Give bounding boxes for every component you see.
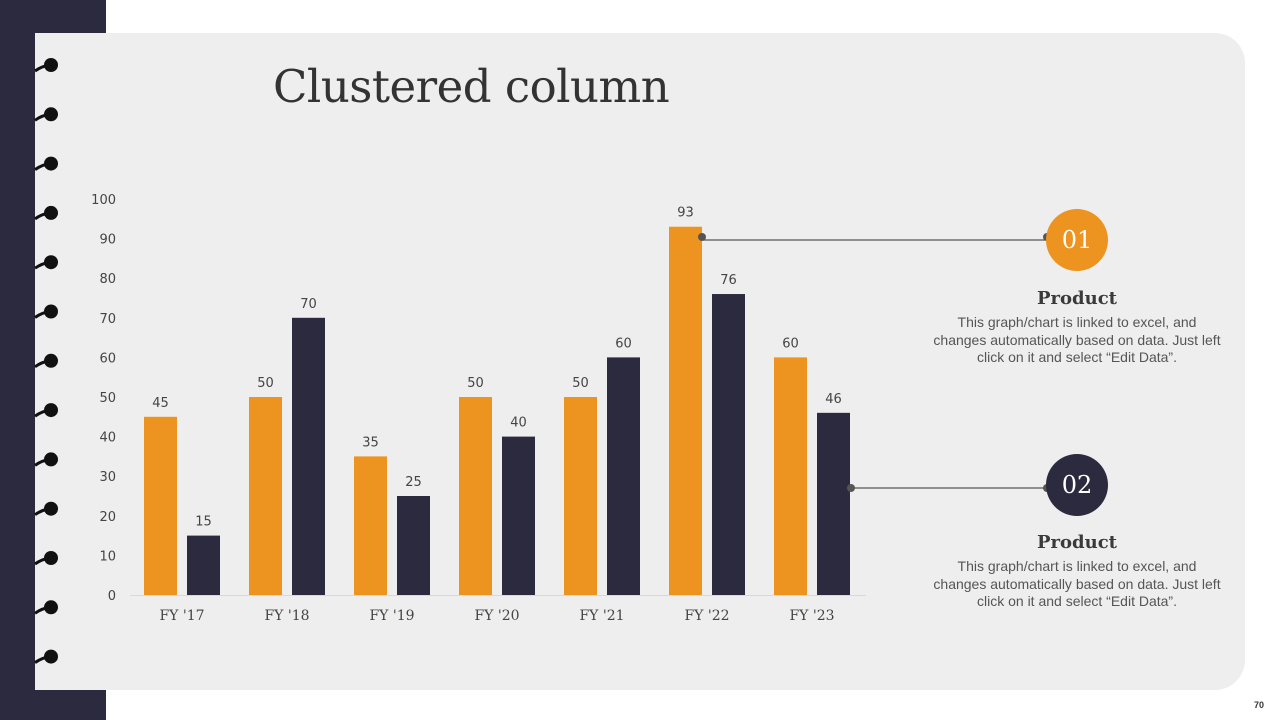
y-tick-label: 20 [99, 510, 116, 525]
bar [459, 397, 492, 595]
binder-ring [34, 353, 58, 369]
binder-rings [34, 58, 58, 664]
x-tick-label: FY '22 [684, 608, 729, 624]
bar [187, 535, 220, 595]
callout-badge-2: 02 [1046, 454, 1108, 516]
y-tick-label: 70 [99, 312, 116, 327]
bar [712, 294, 745, 595]
bar [249, 397, 282, 595]
binder-ring [34, 107, 58, 122]
bar [607, 357, 640, 595]
callout-description-1: This graph/chart is linked to excel, and… [933, 314, 1221, 365]
x-tick-label: FY '19 [369, 608, 414, 624]
data-label: 40 [510, 416, 527, 431]
slide-title: Clustered column [273, 60, 670, 113]
page-number: 70 [1253, 700, 1264, 710]
binder-ring [34, 452, 58, 467]
binder-ring [34, 255, 58, 270]
y-tick-label: 60 [99, 351, 116, 366]
y-tick-label: 80 [99, 272, 116, 287]
binder-ring [34, 304, 58, 319]
data-label: 50 [257, 376, 274, 391]
callout-badge-1: 01 [1046, 209, 1108, 271]
data-label: 25 [405, 475, 422, 490]
bar [502, 436, 535, 595]
bar [397, 496, 430, 595]
y-tick-label: 40 [99, 431, 116, 446]
y-tick-label: 50 [99, 391, 116, 406]
data-label: 50 [572, 376, 589, 391]
data-label: 15 [195, 515, 212, 530]
bar [144, 416, 177, 595]
bar [354, 456, 387, 595]
binder-ring [34, 403, 58, 418]
data-label: 60 [782, 336, 799, 351]
x-tick-label: FY '18 [264, 608, 309, 624]
callout-title-2: Product [1037, 532, 1117, 553]
y-tick-label: 30 [99, 470, 116, 485]
y-tick-label: 100 [91, 193, 116, 208]
x-tick-label: FY '21 [579, 608, 624, 624]
callout-title-1: Product [1037, 288, 1117, 309]
x-tick-label: FY '20 [474, 608, 519, 624]
bar [817, 412, 850, 595]
binder-ring [34, 551, 58, 566]
y-tick-label: 90 [99, 233, 116, 248]
bar [292, 317, 325, 595]
binder-ring [34, 58, 58, 73]
bar [774, 357, 807, 595]
x-tick-label: FY '17 [159, 608, 204, 624]
data-label: 45 [152, 396, 169, 411]
callout-description-2: This graph/chart is linked to excel, and… [933, 558, 1221, 609]
y-tick-label: 0 [108, 589, 116, 604]
binder-ring [34, 600, 58, 615]
bar [669, 226, 702, 595]
binder-ring [34, 501, 58, 516]
bar [564, 397, 597, 595]
x-tick-label: FY '23 [789, 608, 834, 624]
binder-ring [34, 156, 58, 171]
connector-line-2 [847, 484, 1051, 492]
data-label: 50 [467, 376, 484, 391]
y-tick-label: 10 [99, 549, 116, 564]
data-label: 93 [677, 206, 694, 221]
data-label: 46 [825, 392, 842, 407]
data-label: 76 [720, 273, 737, 288]
data-label: 60 [615, 336, 632, 351]
data-label: 35 [362, 435, 379, 450]
connector-line-1 [698, 233, 1051, 241]
binder-ring [34, 649, 58, 664]
data-label: 70 [300, 297, 317, 312]
binder-ring [34, 205, 58, 221]
